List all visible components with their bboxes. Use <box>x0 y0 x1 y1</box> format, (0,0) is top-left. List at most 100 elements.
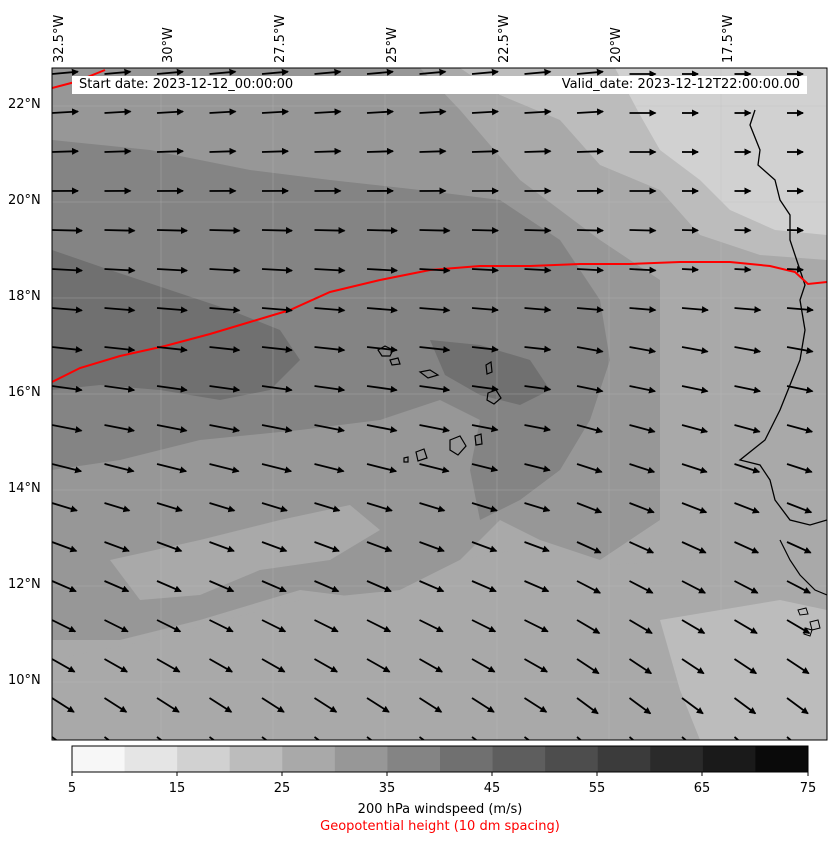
wind-arrow <box>419 68 447 76</box>
wind-arrow <box>314 580 340 593</box>
colorbar-segment <box>545 746 599 772</box>
wind-arrow <box>471 697 495 713</box>
geopotential-caption: Geopotential height (10 dm spacing) <box>320 819 560 834</box>
wind-arrow <box>524 619 549 633</box>
wind-arrow <box>156 697 180 713</box>
wind-arrow <box>471 463 499 473</box>
wind-arrow <box>209 541 235 553</box>
wind-arrow <box>52 619 77 633</box>
wind-arrow <box>366 227 398 235</box>
wind-arrow <box>576 266 604 274</box>
wind-arrow <box>471 385 499 393</box>
wind-arrow <box>629 424 656 434</box>
wind-arrow <box>524 306 552 314</box>
wind-arrows <box>52 68 814 740</box>
colorbar-segment <box>650 746 704 772</box>
wind-arrow <box>524 68 552 76</box>
wind-arrow <box>576 580 601 594</box>
wind-arrow <box>314 346 346 354</box>
wind-arrow <box>261 502 288 513</box>
wind-arrow <box>786 385 814 394</box>
wind-arrow <box>366 68 394 76</box>
lon-label-32-5w: 32.5°W <box>52 14 67 63</box>
wind-arrow <box>681 658 705 675</box>
wind-arrow <box>734 463 761 474</box>
wind-arrow <box>261 147 289 155</box>
wind-arrow <box>576 385 604 394</box>
colorbar-segment <box>492 746 546 772</box>
wind-arrow <box>419 424 450 433</box>
wind-arrow <box>156 108 184 116</box>
wind-arrow <box>209 424 240 433</box>
wind-arrow <box>261 227 293 235</box>
wind-arrow <box>366 346 398 354</box>
wind-arrow <box>156 619 182 633</box>
wind-arrow <box>681 463 708 474</box>
wind-arrow <box>52 385 83 393</box>
wind-arrow <box>629 463 656 474</box>
wind-arrow <box>261 68 289 76</box>
wind-arrow <box>261 658 286 673</box>
wind-arrow <box>576 463 603 474</box>
wind-arrow <box>261 108 289 116</box>
wind-arrow <box>366 385 398 393</box>
wind-arrow <box>104 619 129 633</box>
wind-arrow <box>524 424 551 433</box>
windspeed-band-southeast <box>660 600 827 740</box>
wind-arrow <box>261 463 293 474</box>
wind-arrow <box>104 68 132 76</box>
wind-arrow <box>471 226 499 234</box>
wind-arrow <box>419 385 451 393</box>
wind-arrow <box>156 306 188 314</box>
wind-arrow <box>524 697 548 713</box>
valid-date-label: Valid_date: 2023-12-12T22:00:00.00 <box>402 76 807 94</box>
coastline-africa <box>738 109 827 526</box>
wind-arrow <box>104 697 128 713</box>
wind-arrow <box>104 108 132 116</box>
wind-arrow <box>314 541 340 553</box>
wind-arrow <box>419 306 451 314</box>
wind-arrow <box>52 502 78 513</box>
wind-arrow <box>52 463 83 474</box>
wind-arrow <box>366 619 392 633</box>
wind-arrow <box>629 502 655 514</box>
wind-arrow <box>52 580 77 593</box>
wind-arrow <box>524 147 552 155</box>
wind-arrow <box>209 697 233 713</box>
wind-arrow <box>786 306 814 314</box>
wind-arrow <box>209 346 241 354</box>
wind-arrow <box>314 266 346 274</box>
wind-arrow <box>366 424 398 433</box>
colorbar <box>72 746 809 772</box>
wind-arrow <box>52 697 75 713</box>
wind-arrow <box>629 541 655 554</box>
wind-arrow <box>104 266 136 274</box>
wind-arrow <box>314 306 346 314</box>
wind-arrow <box>681 697 704 715</box>
wind-arrow <box>419 580 445 593</box>
wind-arrow <box>261 266 293 274</box>
wind-arrow <box>629 306 657 314</box>
wind-arrow <box>209 68 237 76</box>
wind-arrow <box>104 541 130 553</box>
wind-arrow <box>524 541 550 553</box>
colorbar-tick-label: 65 <box>693 781 711 796</box>
wind-arrow <box>576 541 602 554</box>
wind-arrow <box>209 502 236 513</box>
wind-arrow <box>681 580 706 594</box>
wind-arrow <box>734 385 761 394</box>
wind-arrow <box>734 424 761 434</box>
wind-arrow <box>104 502 131 513</box>
wind-arrow <box>576 226 604 234</box>
colorbar-segment <box>177 746 231 772</box>
wind-arrow <box>786 541 812 554</box>
colorbar-title: 200 hPa windspeed (m/s) <box>357 802 523 817</box>
lat-label-14n: 14°N <box>8 481 41 496</box>
wind-arrow <box>734 541 760 554</box>
wind-arrow <box>366 147 394 155</box>
windspeed-patch-south <box>110 505 380 600</box>
wind-arrow <box>681 541 707 554</box>
wind-arrow <box>156 266 188 274</box>
wind-arrow <box>104 306 136 314</box>
